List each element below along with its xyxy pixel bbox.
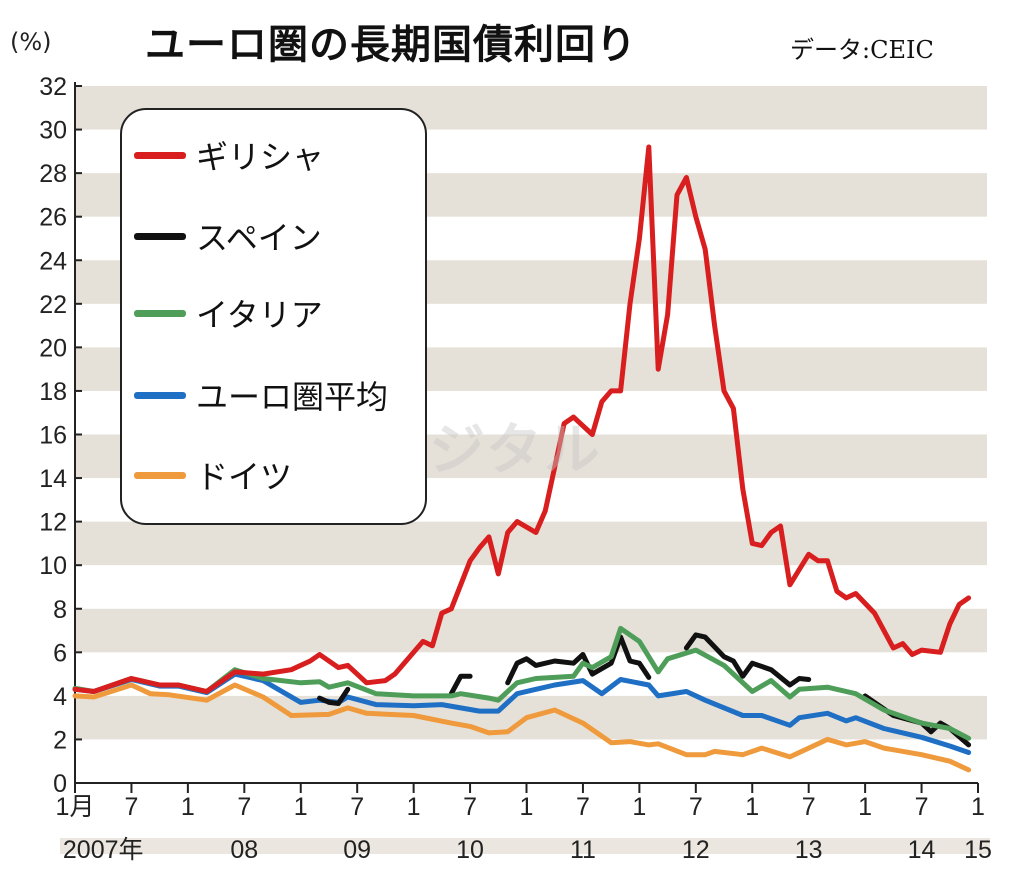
y-tick-label: 0 <box>53 770 67 798</box>
year-label: 11 <box>570 836 596 864</box>
y-tick-label: 18 <box>39 378 67 406</box>
legend-label: ドイツ <box>196 458 293 496</box>
year-label: 2007年 <box>63 836 144 864</box>
legend-item-spain: スペイン <box>134 213 322 259</box>
x-tick-label: 1 <box>632 793 646 821</box>
x-tick-label: 7 <box>802 793 816 821</box>
legend-swatch <box>134 471 186 479</box>
year-label: 08 <box>230 836 258 864</box>
year-label: 10 <box>456 836 484 864</box>
legend-swatch <box>134 232 186 240</box>
year-label: 15 <box>964 836 992 864</box>
x-tick-label: 1 <box>294 793 308 821</box>
y-tick-label: 2 <box>53 726 67 754</box>
legend-label: ユーロ圏平均 <box>196 378 389 416</box>
x-tick-label: 1月 <box>56 793 95 821</box>
legend-item-greece: ギリシャ <box>134 132 324 178</box>
year-label: 09 <box>343 836 371 864</box>
series-line-4 <box>72 682 972 773</box>
x-tick-label: 7 <box>124 793 138 821</box>
y-tick-label: 4 <box>53 683 67 711</box>
y-tick-label: 12 <box>39 509 67 537</box>
series-line-1 <box>317 686 351 706</box>
legend-item-eurozone-average: ユーロ圏平均 <box>134 372 388 418</box>
x-tick-label: 7 <box>237 793 251 821</box>
series-line-0 <box>72 144 972 694</box>
legend-item-germany: ドイツ <box>134 452 292 498</box>
y-tick-label: 6 <box>53 639 67 667</box>
year-label: 14 <box>908 836 936 864</box>
legend: ギリシャ スペイン イタリア ユーロ圏平均 ドイツ <box>120 108 427 525</box>
y-tick-label: 14 <box>39 465 67 493</box>
x-tick-label: 1 <box>745 793 759 821</box>
x-tick-label: 1 <box>407 793 421 821</box>
year-label-band <box>60 838 990 854</box>
series-line-1 <box>505 634 652 686</box>
x-tick-label: 7 <box>576 793 590 821</box>
year-label: 13 <box>795 836 823 864</box>
y-tick-label: 26 <box>39 204 67 232</box>
y-tick-label: 28 <box>39 160 67 188</box>
year-label: 12 <box>682 836 710 864</box>
legend-label: イタリア <box>196 296 323 334</box>
y-tick-label: 16 <box>39 422 67 450</box>
legend-swatch <box>134 151 186 159</box>
y-tick-label: 8 <box>53 596 67 624</box>
y-tick-label: 32 <box>39 73 67 101</box>
x-tick-label: 1 <box>181 793 195 821</box>
legend-item-italy: イタリア <box>134 290 323 336</box>
legend-swatch <box>134 309 186 317</box>
series-line-1 <box>448 673 473 697</box>
series-line-3 <box>72 671 972 755</box>
legend-label: スペイン <box>196 219 322 257</box>
x-tick-label: 7 <box>350 793 364 821</box>
grid-band <box>75 608 987 653</box>
y-tick-label: 24 <box>39 247 67 275</box>
y-axis-unit: (%) <box>10 28 52 56</box>
y-tick-label: 22 <box>39 291 67 319</box>
y-tick-label: 20 <box>39 334 67 362</box>
x-tick-label: 7 <box>463 793 477 821</box>
series-lines <box>72 144 972 773</box>
x-tick-label: 1 <box>858 793 872 821</box>
chart-source: データ:CEIC <box>790 36 934 64</box>
chart-title: ユーロ圏の長期国債利回り <box>145 22 637 68</box>
x-tick-label: 7 <box>915 793 929 821</box>
legend-swatch <box>134 391 186 399</box>
x-tick-label: 1 <box>971 793 985 821</box>
x-tick-label: 1 <box>520 793 534 821</box>
x-axis: 1月 7 1 7 1 7 1 7 1 7 1 7 1 7 1 7 1 2007年 08 09 10 11 12 13 14 15 <box>56 782 992 864</box>
series-line-1 <box>683 632 812 688</box>
x-tick-label: 7 <box>689 793 703 821</box>
y-tick-label: 10 <box>39 552 67 580</box>
legend-label: ギリシャ <box>196 138 325 176</box>
y-tick-label: 30 <box>39 117 67 145</box>
